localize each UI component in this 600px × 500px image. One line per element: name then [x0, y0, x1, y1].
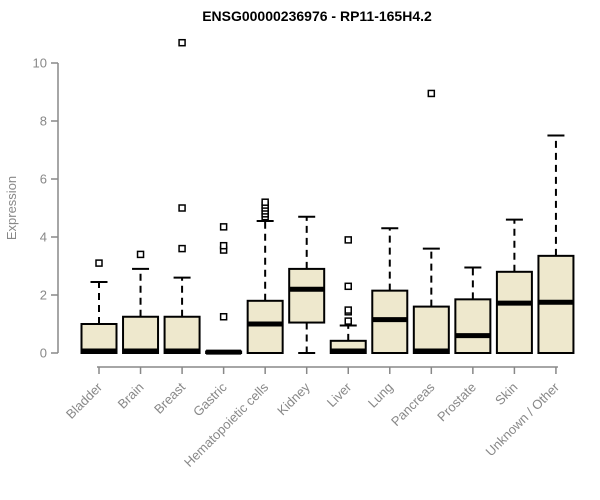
outlier-point	[136, 250, 145, 259]
boxplot-prostate	[454, 266, 492, 355]
outlier-point	[344, 282, 352, 291]
box-body	[454, 298, 492, 355]
x-tick-label: Pancreas	[388, 379, 438, 429]
outlier-point	[344, 236, 352, 244]
y-axis-title: Expression	[4, 176, 19, 240]
x-tick-label: Lung	[365, 380, 396, 411]
x-tick-label: Skin	[492, 380, 520, 408]
boxplot-breast	[163, 38, 201, 354]
y-tick-label: 2	[40, 288, 47, 303]
box-body	[412, 305, 450, 355]
y-tick-label: 0	[40, 346, 47, 361]
outlier-point	[178, 244, 186, 253]
x-tick-label: Breast	[151, 379, 188, 416]
x-tick-label: Prostate	[434, 380, 479, 425]
x-tick-label: Unknown / Other	[482, 379, 562, 459]
boxplot-pancreas	[412, 89, 450, 355]
boxplot-lung	[371, 227, 409, 354]
boxplot-skin	[495, 218, 533, 354]
outlier-point	[178, 38, 186, 47]
boxplot-brain	[122, 250, 160, 354]
outlier-point	[261, 198, 269, 206]
boxplot-liver	[329, 236, 367, 355]
chart-title: ENSG00000236976 - RP11-165H4.2	[202, 8, 432, 24]
box-body	[80, 323, 118, 354]
x-tick-label: Liver	[324, 379, 355, 410]
outlier-point	[95, 259, 103, 267]
outlier-point	[344, 317, 352, 325]
box-body	[495, 270, 533, 354]
x-tick-label: Kidney	[274, 379, 313, 418]
outlier-point	[344, 306, 352, 314]
x-tick-label: Bladder	[63, 379, 106, 422]
boxplot-bladder	[80, 259, 118, 354]
outlier-point	[427, 89, 436, 98]
x-tick-label: Brain	[115, 380, 147, 412]
boxplot-kidney	[288, 215, 326, 354]
box-body	[122, 315, 160, 354]
y-tick-label: 8	[40, 114, 47, 129]
box-body	[163, 315, 201, 354]
x-tick-label: Gastric	[190, 379, 230, 419]
box-body	[288, 267, 326, 324]
y-tick-label: 6	[40, 172, 47, 187]
outlier-point	[219, 223, 228, 231]
boxplot-gastric	[205, 223, 243, 355]
boxplot-hematopoietic-cells	[246, 198, 284, 354]
box-body	[246, 299, 284, 354]
y-tick-label: 10	[33, 56, 47, 71]
outlier-point	[178, 204, 186, 212]
boxplot-unknown-other	[537, 134, 575, 355]
y-tick-label: 4	[40, 230, 47, 245]
outlier-point	[219, 241, 228, 250]
outlier-point	[219, 313, 228, 321]
